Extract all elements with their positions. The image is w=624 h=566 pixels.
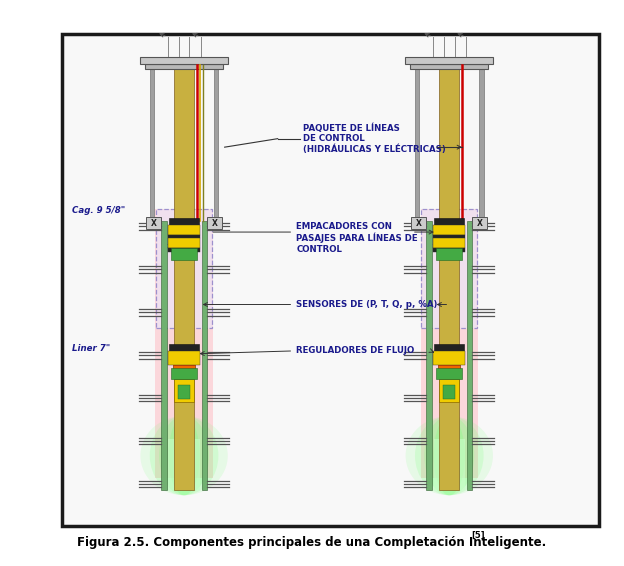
- Bar: [150, 65, 154, 221]
- Bar: [411, 217, 426, 229]
- Bar: [436, 248, 462, 260]
- Text: X: X: [212, 219, 218, 228]
- Bar: [169, 218, 199, 225]
- Ellipse shape: [168, 416, 200, 495]
- Bar: [438, 358, 461, 361]
- Text: Cag. 9 5/8": Cag. 9 5/8": [72, 206, 125, 215]
- Bar: [156, 209, 212, 328]
- Bar: [406, 57, 493, 65]
- Text: PAQUETE DE LÍNEAS
DE CONTROL
(HIDRÁULICAS Y ELÉCTRICAS): PAQUETE DE LÍNEAS DE CONTROL (HIDRÁULICA…: [303, 123, 446, 154]
- Bar: [421, 209, 478, 478]
- Ellipse shape: [434, 416, 465, 495]
- Text: X: X: [416, 219, 422, 228]
- Bar: [443, 385, 456, 399]
- Bar: [146, 217, 161, 229]
- Bar: [140, 57, 228, 65]
- Text: X: X: [150, 219, 157, 228]
- Bar: [434, 344, 464, 351]
- Bar: [202, 221, 207, 490]
- Bar: [174, 65, 194, 490]
- Bar: [415, 65, 419, 221]
- Ellipse shape: [415, 416, 484, 495]
- Bar: [438, 353, 461, 355]
- Bar: [433, 235, 466, 238]
- Text: X: X: [477, 219, 483, 228]
- Text: Liner 7": Liner 7": [72, 344, 110, 353]
- Text: [5]: [5]: [472, 531, 485, 540]
- Bar: [439, 65, 459, 490]
- Ellipse shape: [140, 416, 228, 495]
- Bar: [168, 235, 200, 238]
- Bar: [155, 209, 213, 478]
- Bar: [168, 248, 200, 252]
- Bar: [426, 221, 432, 490]
- Bar: [173, 363, 195, 366]
- Bar: [433, 351, 466, 365]
- Ellipse shape: [406, 416, 493, 495]
- Bar: [433, 248, 466, 252]
- Bar: [62, 34, 599, 526]
- Bar: [434, 439, 465, 490]
- Text: REGULADORES DE FLUJO: REGULADORES DE FLUJO: [296, 346, 415, 355]
- Bar: [173, 353, 195, 355]
- Bar: [169, 344, 199, 351]
- Bar: [472, 217, 487, 229]
- Bar: [421, 209, 477, 328]
- Bar: [171, 248, 197, 260]
- Bar: [438, 363, 461, 366]
- Bar: [438, 345, 461, 376]
- Ellipse shape: [150, 416, 218, 495]
- Bar: [439, 379, 459, 402]
- Bar: [207, 217, 222, 229]
- Bar: [173, 358, 195, 361]
- Bar: [433, 225, 466, 235]
- Bar: [161, 221, 167, 490]
- Bar: [173, 368, 195, 371]
- Text: Figura 2.5. Componentes principales de una Completación Inteligente.: Figura 2.5. Componentes principales de u…: [77, 536, 547, 548]
- Bar: [173, 348, 195, 350]
- Bar: [438, 348, 461, 350]
- Bar: [438, 368, 461, 371]
- Bar: [467, 221, 472, 490]
- Bar: [438, 374, 461, 376]
- Bar: [411, 65, 488, 69]
- Bar: [171, 368, 197, 379]
- Ellipse shape: [159, 416, 209, 495]
- Bar: [168, 351, 200, 365]
- Bar: [436, 368, 462, 379]
- Bar: [168, 225, 200, 235]
- Bar: [145, 65, 223, 69]
- Bar: [479, 65, 484, 221]
- Bar: [434, 218, 464, 225]
- Ellipse shape: [424, 416, 474, 495]
- Text: SENSORES DE (P, T, Q, p, %A): SENSORES DE (P, T, Q, p, %A): [296, 300, 438, 309]
- Bar: [433, 238, 466, 248]
- Bar: [168, 439, 200, 490]
- Bar: [214, 65, 218, 221]
- Bar: [178, 385, 190, 399]
- Bar: [173, 345, 195, 376]
- Bar: [173, 374, 195, 376]
- Text: EMPACADORES CON
PASAJES PARA LÍNEAS DE
CONTROL: EMPACADORES CON PASAJES PARA LÍNEAS DE C…: [296, 222, 418, 254]
- Bar: [168, 238, 200, 248]
- Bar: [174, 379, 194, 402]
